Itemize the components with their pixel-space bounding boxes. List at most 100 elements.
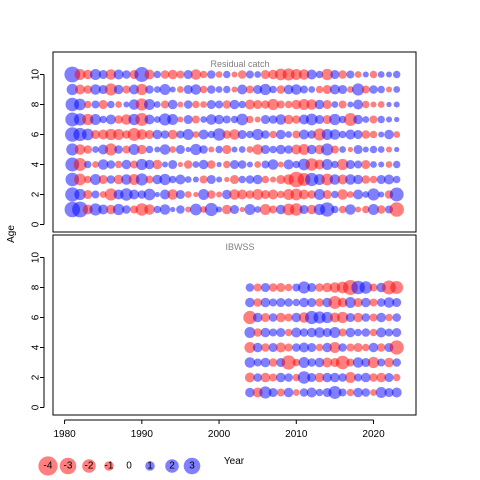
bubble-point xyxy=(122,145,131,154)
bubble-point xyxy=(370,161,377,168)
bubble-point xyxy=(284,100,293,109)
bubble-point xyxy=(246,130,254,139)
bubble-point xyxy=(90,114,101,125)
bubble-point xyxy=(245,85,254,94)
bubble-point xyxy=(339,146,346,153)
bubble-point xyxy=(307,372,317,383)
bubble-point xyxy=(135,113,149,126)
bubble-point xyxy=(122,85,131,94)
bubble-point xyxy=(369,70,378,79)
bubble-point xyxy=(268,342,278,353)
bubble-point xyxy=(306,144,317,155)
bubble-point xyxy=(338,328,347,337)
bubble-point xyxy=(345,174,356,185)
bubble-point xyxy=(354,160,363,169)
bubble-point xyxy=(260,312,270,323)
bubble-point xyxy=(168,175,177,184)
bubble-point xyxy=(347,191,354,198)
bubble-point xyxy=(361,313,371,322)
legend-label: 2 xyxy=(169,461,175,472)
bubble-point xyxy=(167,129,178,140)
bubble-point xyxy=(160,100,170,109)
bubble-point xyxy=(353,297,363,308)
bubble-point xyxy=(359,281,373,294)
bubble-point xyxy=(83,189,93,200)
bubble-point xyxy=(193,191,199,198)
bubble-point xyxy=(353,312,363,323)
bubble-point xyxy=(306,69,317,80)
bubble-point xyxy=(314,357,325,368)
bubble-point xyxy=(284,313,293,322)
bubble-point xyxy=(159,189,171,200)
bubble-point xyxy=(145,175,154,184)
bubble-point xyxy=(353,129,363,140)
bubble-point xyxy=(145,85,154,94)
bubble-point xyxy=(105,69,117,80)
bubble-point xyxy=(97,159,109,170)
bubble-point xyxy=(386,101,392,108)
bubble-point xyxy=(207,160,216,169)
bubble-point xyxy=(298,144,310,155)
bubble-point xyxy=(244,327,256,338)
bubble-point xyxy=(199,175,208,184)
bubble-point xyxy=(207,70,216,79)
bubble-point xyxy=(267,159,279,170)
bubbles-ibwss xyxy=(243,280,404,399)
bubble-point xyxy=(297,371,311,384)
bubble-point xyxy=(183,114,193,125)
bubble-point xyxy=(329,129,341,140)
bubble-point xyxy=(328,296,342,309)
bubble-point xyxy=(83,69,93,80)
bubble-point xyxy=(120,188,133,201)
bubble-point xyxy=(236,113,249,126)
bubble-point xyxy=(384,387,394,398)
bubble-point xyxy=(307,358,316,367)
bubble-point xyxy=(244,357,256,368)
bubble-point xyxy=(231,71,238,78)
bubble-point xyxy=(127,128,141,141)
bubble-point xyxy=(362,146,369,153)
bubble-point xyxy=(353,174,363,185)
bubble-point xyxy=(315,298,324,307)
bubble-point xyxy=(245,387,255,398)
bubble-point xyxy=(260,114,270,125)
bubble-point xyxy=(346,388,355,397)
legend-label: -4 xyxy=(44,461,53,472)
bubble-point xyxy=(283,114,294,125)
bubble-point xyxy=(383,174,395,185)
bubble-point xyxy=(268,189,279,200)
bubble-point xyxy=(261,175,270,184)
bubble-point xyxy=(159,204,171,215)
bubble-point xyxy=(144,129,155,140)
bubble-point xyxy=(362,100,370,109)
bubble-point xyxy=(106,204,116,215)
bubble-point xyxy=(285,131,292,138)
bubble-point xyxy=(190,143,202,156)
bubble-point xyxy=(376,174,386,185)
y-tick-label: 0 xyxy=(31,221,42,227)
bubble-point xyxy=(276,327,286,338)
bubble-point xyxy=(260,297,271,308)
bubble-point xyxy=(136,129,148,140)
legend-bubble xyxy=(183,457,201,475)
bubble-point xyxy=(98,99,108,110)
bubble-point xyxy=(297,281,311,294)
bubble-point xyxy=(254,71,262,78)
bubble-point xyxy=(73,158,87,171)
bubble-point xyxy=(268,313,278,322)
bubble-point xyxy=(378,161,385,168)
x-tick-label: 1990 xyxy=(131,429,154,440)
bubble-point xyxy=(260,327,271,338)
bubble-point xyxy=(215,145,223,154)
bubble-point xyxy=(130,160,139,169)
panel-frame xyxy=(52,51,417,233)
bubble-point xyxy=(345,159,355,170)
bubble-point xyxy=(361,357,371,368)
bubble-point xyxy=(82,113,94,126)
bubble-point xyxy=(159,84,171,95)
bubble-point xyxy=(192,176,199,183)
bubble-point xyxy=(389,340,404,355)
bubble-point xyxy=(206,174,216,185)
bubble-point xyxy=(223,160,231,169)
bubble-point xyxy=(91,190,100,199)
